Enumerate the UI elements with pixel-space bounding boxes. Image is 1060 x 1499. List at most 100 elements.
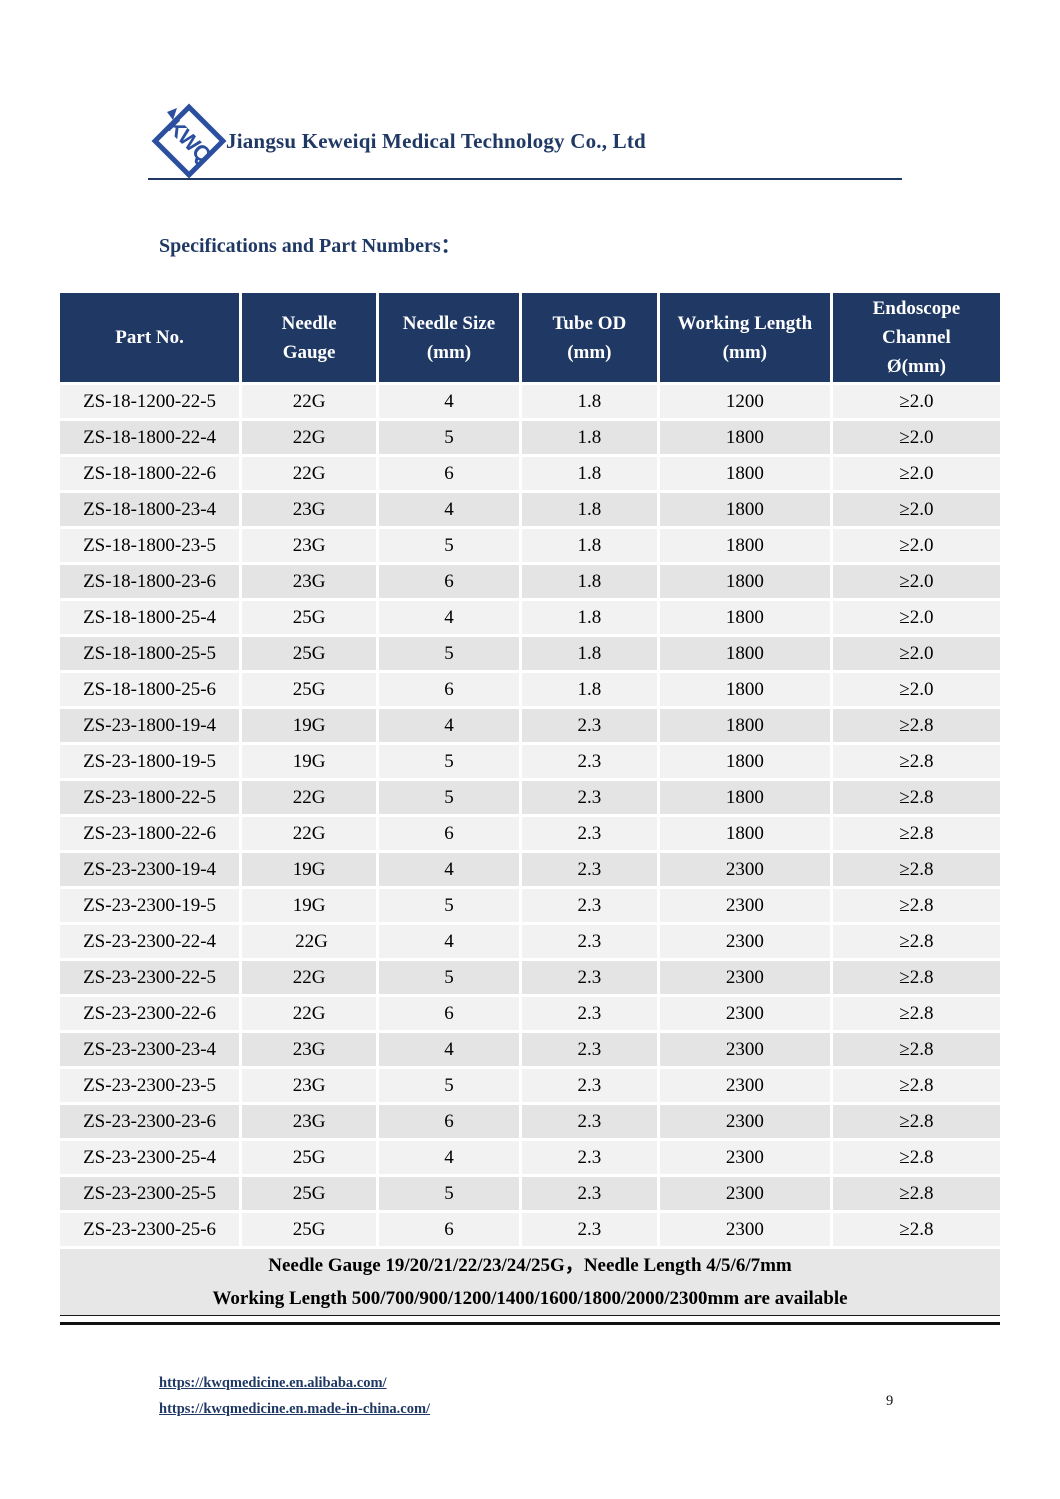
cell-needle-size: 6 (379, 673, 519, 706)
cell-needle-size: 5 (379, 421, 519, 454)
cell-needle-gauge: 22G (242, 781, 377, 814)
cell-endoscope-channel: ≥2.8 (832, 889, 1000, 922)
cell-needle-gauge: 22G (242, 421, 377, 454)
cell-needle-gauge: 23G (242, 1069, 377, 1102)
footer-link-alibaba[interactable]: https://kwqmedicine.en.alibaba.com/ (159, 1375, 387, 1391)
cell-endoscope-channel: ≥2.0 (832, 673, 1000, 706)
cell-part-no: ZS-23-1800-22-6 (60, 817, 240, 850)
cell-needle-gauge: 25G (242, 637, 377, 670)
cell-part-no: ZS-18-1800-22-4 (60, 421, 240, 454)
cell-working-length: 2300 (659, 925, 830, 958)
cell-tube-od: 1.8 (521, 493, 657, 526)
cell-working-length: 2300 (659, 1033, 830, 1066)
cell-tube-od: 2.3 (521, 1069, 657, 1102)
cell-working-length: 1800 (659, 601, 830, 634)
cell-endoscope-channel: ≥2.8 (832, 1033, 1000, 1066)
cell-tube-od: 1.8 (521, 457, 657, 490)
cell-needle-size: 5 (379, 781, 519, 814)
cell-endoscope-channel: ≥2.8 (832, 1069, 1000, 1102)
table-row: ZS-18-1800-25-6 25G 6 1.8 1800 ≥2.0 (60, 673, 1000, 706)
cell-tube-od: 2.3 (521, 1033, 657, 1066)
cell-endoscope-channel: ≥2.0 (832, 457, 1000, 490)
cell-tube-od: 1.8 (521, 637, 657, 670)
cell-working-length: 2300 (659, 853, 830, 886)
col-header-part-no: Part No. (60, 293, 240, 382)
cell-needle-gauge: 25G (242, 1141, 377, 1174)
cell-needle-gauge: 23G (242, 565, 377, 598)
cell-tube-od: 2.3 (521, 1141, 657, 1174)
col-header-endoscope-channel: Endoscope Channel Ø(mm) (832, 293, 1000, 382)
cell-endoscope-channel: ≥2.0 (832, 565, 1000, 598)
cell-needle-gauge: 19G (242, 889, 377, 922)
col-header-needle-size: Needle Size (mm) (379, 293, 519, 382)
cell-needle-gauge: 22G (242, 817, 377, 850)
cell-part-no: ZS-23-2300-19-5 (60, 889, 240, 922)
cell-part-no: ZS-23-2300-25-6 (60, 1213, 240, 1246)
cell-part-no: ZS-18-1800-25-4 (60, 601, 240, 634)
cell-endoscope-channel: ≥2.0 (832, 493, 1000, 526)
cell-tube-od: 2.3 (521, 853, 657, 886)
cell-needle-size: 4 (379, 385, 519, 418)
cell-endoscope-channel: ≥2.8 (832, 1177, 1000, 1210)
table-row: ZS-23-2300-19-4 19G 4 2.3 2300 ≥2.8 (60, 853, 1000, 886)
cell-endoscope-channel: ≥2.0 (832, 637, 1000, 670)
table-row: ZS-18-1800-23-6 23G 6 1.8 1800 ≥2.0 (60, 565, 1000, 598)
cell-endoscope-channel: ≥2.8 (832, 1213, 1000, 1246)
table-row: ZS-23-1800-22-5 22G 5 2.3 1800 ≥2.8 (60, 781, 1000, 814)
cell-part-no: ZS-23-2300-22-4 (60, 925, 240, 958)
cell-endoscope-channel: ≥2.8 (832, 1105, 1000, 1138)
cell-part-no: ZS-23-2300-23-6 (60, 1105, 240, 1138)
cell-needle-size: 4 (379, 1033, 519, 1066)
cell-tube-od: 1.8 (521, 565, 657, 598)
cell-needle-gauge: 23G (242, 493, 377, 526)
cell-needle-size: 6 (379, 817, 519, 850)
cell-tube-od: 2.3 (521, 709, 657, 742)
cell-needle-size: 5 (379, 745, 519, 778)
cell-needle-size: 5 (379, 1069, 519, 1102)
cell-working-length: 1800 (659, 781, 830, 814)
cell-part-no: ZS-23-1800-22-5 (60, 781, 240, 814)
cell-part-no: ZS-18-1800-23-5 (60, 529, 240, 562)
cell-working-length: 2300 (659, 1105, 830, 1138)
cell-tube-od: 1.8 (521, 421, 657, 454)
cell-needle-size: 4 (379, 493, 519, 526)
cell-part-no: ZS-18-1200-22-5 (60, 385, 240, 418)
cell-working-length: 1800 (659, 457, 830, 490)
section-title: Specifications and Part Numbers： (159, 235, 461, 257)
header-divider (148, 178, 902, 180)
cell-working-length: 1800 (659, 817, 830, 850)
spec-table-wrap: Part No. Needle Gauge Needle Size (mm) T… (57, 290, 1003, 1325)
cell-part-no: ZS-23-2300-25-5 (60, 1177, 240, 1210)
table-row: ZS-18-1800-25-4 25G 4 1.8 1800 ≥2.0 (60, 601, 1000, 634)
cell-endoscope-channel: ≥2.0 (832, 529, 1000, 562)
cell-needle-size: 4 (379, 601, 519, 634)
cell-tube-od: 2.3 (521, 1177, 657, 1210)
cell-needle-size: 4 (379, 1141, 519, 1174)
table-row: ZS-23-1800-19-5 19G 5 2.3 1800 ≥2.8 (60, 745, 1000, 778)
cell-tube-od: 2.3 (521, 925, 657, 958)
cell-tube-od: 2.3 (521, 997, 657, 1030)
cell-working-length: 1800 (659, 493, 830, 526)
cell-needle-gauge: 22G (242, 385, 377, 418)
cell-tube-od: 2.3 (521, 745, 657, 778)
cell-working-length: 2300 (659, 1141, 830, 1174)
cell-needle-gauge: 25G (242, 601, 377, 634)
cell-working-length: 1800 (659, 745, 830, 778)
cell-needle-size: 5 (379, 1177, 519, 1210)
cell-needle-size: 5 (379, 961, 519, 994)
cell-tube-od: 2.3 (521, 1213, 657, 1246)
cell-endoscope-channel: ≥2.8 (832, 817, 1000, 850)
table-row: ZS-23-2300-22-6 22G 6 2.3 2300 ≥2.8 (60, 997, 1000, 1030)
cell-part-no: ZS-23-2300-19-4 (60, 853, 240, 886)
table-row: ZS-23-2300-19-5 19G 5 2.3 2300 ≥2.8 (60, 889, 1000, 922)
cell-needle-size: 6 (379, 997, 519, 1030)
cell-working-length: 2300 (659, 1213, 830, 1246)
col-header-working-length: Working Length (mm) (659, 293, 830, 382)
footer-link-made-in-china[interactable]: https://kwqmedicine.en.made-in-china.com… (159, 1401, 431, 1417)
table-bottom-border (60, 1322, 1000, 1325)
table-row: ZS-18-1800-23-5 23G 5 1.8 1800 ≥2.0 (60, 529, 1000, 562)
cell-working-length: 2300 (659, 1177, 830, 1210)
cell-endoscope-channel: ≥2.8 (832, 997, 1000, 1030)
cell-working-length: 1800 (659, 565, 830, 598)
cell-working-length: 2300 (659, 889, 830, 922)
